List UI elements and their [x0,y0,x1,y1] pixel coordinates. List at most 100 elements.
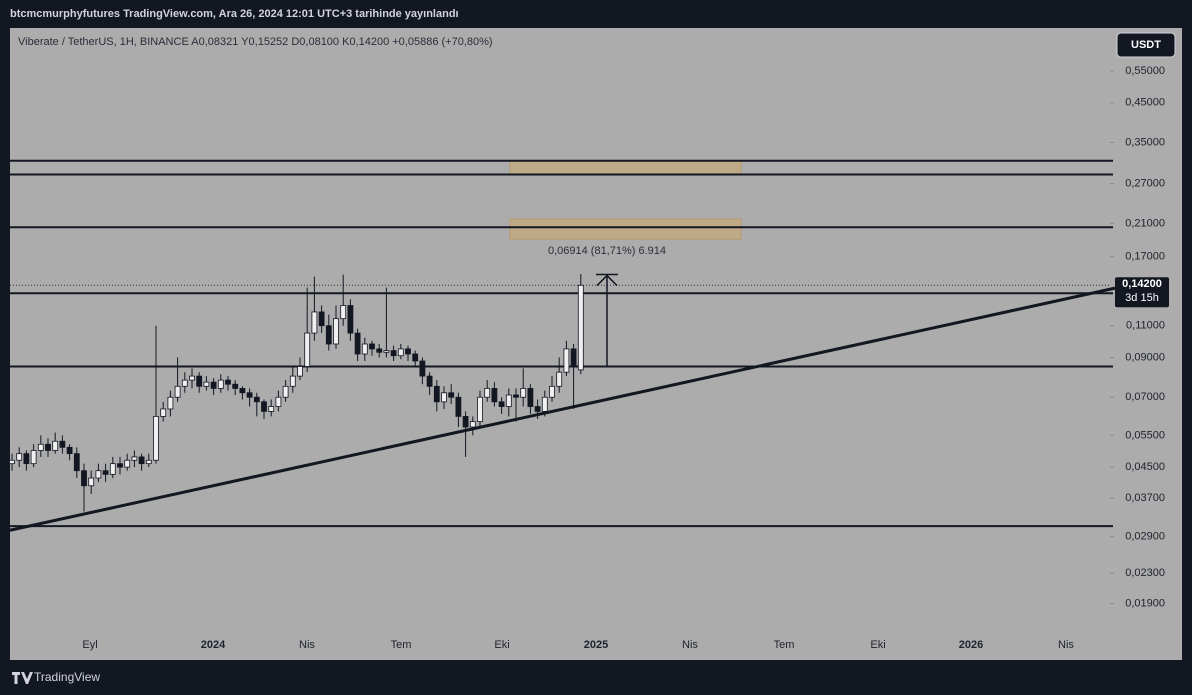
candle-body [225,379,231,385]
symbol-legend: Viberate / TetherUS, 1H, BINANCE A0,0832… [18,36,493,48]
x-tick-label: Tem [774,639,795,651]
candle-body [469,421,476,428]
y-tick-label: 0,04500 [1125,461,1165,473]
candle-body [268,406,275,412]
y-tick-label: 0,02300 [1125,567,1165,579]
chart-area [10,28,1182,660]
candle-body [390,350,397,357]
candle-body [455,396,462,417]
candle-body [282,385,289,398]
candle-body [304,332,311,367]
candle-body [426,375,433,387]
candle-body [153,416,159,461]
candle-body [383,350,390,353]
candle-body [138,456,145,465]
price-tag-countdown: 3d 15h [1125,292,1159,304]
x-tick-label: Eki [870,639,885,651]
candle-body [376,348,383,353]
x-tick-label: Tem [391,639,412,651]
candle-body [37,443,44,451]
candle-body [109,463,116,475]
y-tick-label: 0,21000 [1125,217,1165,229]
candle-body [59,440,66,448]
target-zone [509,160,742,176]
candle-body [441,392,447,403]
candle-body [397,348,404,357]
target-zone [509,218,742,240]
candle-body [462,416,469,428]
candle-body [88,477,95,487]
candle-body [513,394,519,398]
candle-body [131,456,138,461]
y-tick-label: 0,11000 [1126,320,1165,332]
candle-body [318,311,325,327]
x-tick-label: 2025 [584,639,608,651]
candle-body [340,305,347,320]
x-tick-label: 2024 [201,639,226,651]
candle-body [239,388,246,394]
price-tag [1115,277,1169,308]
y-tick-label: 0,01900 [1125,597,1165,609]
candle-body [541,396,548,412]
candle-body [361,343,368,355]
brand: TradingView [34,670,100,684]
candle-body [369,343,375,350]
x-tick-label: Nis [1058,639,1074,651]
candle-body [477,396,483,423]
candle-body [124,459,131,468]
candle-body [570,348,577,367]
y-tick-label: 0,55000 [1125,65,1165,77]
candle-body [23,453,30,465]
candle-body [505,394,512,407]
candle-body [491,388,498,403]
candle-body [167,396,174,410]
y-tick-label: 0,07000 [1125,391,1165,403]
currency[interactable]: USDT [1131,39,1161,51]
candle-body [412,353,419,362]
x-tick-label: Nis [682,639,698,651]
y-tick-label: 0,02900 [1125,531,1165,543]
y-tick-label: 0,09000 [1125,351,1165,363]
candle-body [181,379,188,387]
candle-body [498,401,505,407]
y-tick-label: 0,35000 [1125,136,1165,148]
candle-body [311,311,318,334]
candle-body [16,453,23,461]
candle-body [81,470,87,487]
candle-body [52,440,59,451]
x-tick-label: 2026 [959,639,983,651]
candle-body [289,375,296,387]
candle-body [275,396,282,407]
y-tick-label: 0,27000 [1125,178,1165,190]
candle-body [117,463,123,468]
candle-body [520,388,527,398]
candle-body [102,470,109,475]
x-tick-label: Eki [494,639,509,651]
candle-body [405,348,411,355]
measure-label: 0,06914 (81,71%) 6.914 [548,245,666,257]
candle-body [577,284,584,371]
y-tick-label: 0,45000 [1125,97,1165,109]
candle-body [534,406,541,412]
candle-body [433,385,440,403]
candle-body [549,385,555,398]
candle-body [347,305,354,334]
logo [12,672,33,684]
currency-button[interactable] [1116,32,1176,58]
candle-body [73,453,80,472]
candle-body [145,459,152,465]
x-tick-label: Eyl [82,639,97,651]
candle-body [253,396,260,403]
candle-body [217,379,224,389]
candle-body [325,325,332,345]
y-tick-label: 0,03700 [1125,492,1165,504]
candle-body [556,371,563,387]
y-tick-label: 0,17000 [1125,251,1165,263]
candle-body [30,450,37,465]
candle-body [203,381,210,387]
candle-body [527,388,534,407]
candle-body [563,348,570,373]
x-tick-label: Nis [299,639,315,651]
